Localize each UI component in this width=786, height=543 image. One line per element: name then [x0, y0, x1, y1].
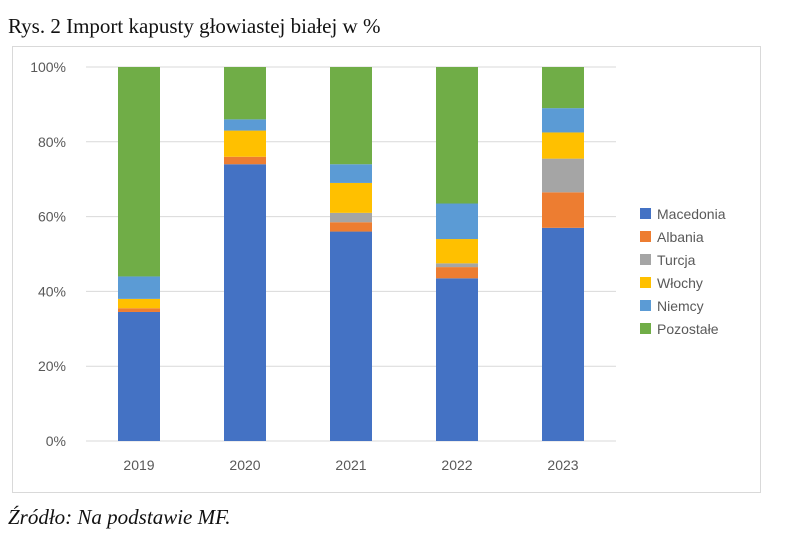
bar-segment-niemcy-2022: [436, 203, 478, 240]
bar-segment-turcja-2022: [436, 263, 478, 268]
legend-swatch: [640, 277, 651, 288]
legend-swatch: [640, 231, 651, 242]
bar-segment-macedonia-2023: [542, 227, 584, 441]
bar-segment-niemcy-2020: [224, 119, 266, 131]
bar-segment-pozostałe-2021: [330, 67, 372, 165]
y-tick-label: 60%: [38, 209, 66, 225]
bar-segment-pozostałe-2019: [118, 67, 160, 277]
chart-container: 0% 20% 40% 60% 80% 100% 2019 2020 2021 2022 2023 …: [12, 46, 761, 493]
legend-swatch: [640, 300, 651, 311]
x-tick-label: 2022: [441, 457, 472, 473]
bar-segment-macedonia-2020: [224, 164, 266, 441]
bar-segment-turcja-2023: [542, 158, 584, 193]
bar-segment-niemcy-2023: [542, 108, 584, 133]
legend-swatch: [640, 323, 651, 334]
legend-swatch: [640, 254, 651, 265]
y-tick-label: 20%: [38, 358, 66, 374]
bar-segment-niemcy-2019: [118, 276, 160, 299]
bar-segment-pozostałe-2022: [436, 67, 478, 204]
bar-segment-pozostałe-2020: [224, 67, 266, 120]
bar-segment-macedonia-2022: [436, 278, 478, 441]
x-tick-label: 2019: [123, 457, 154, 473]
bar-segment-albania-2022: [436, 267, 478, 279]
bar-segment-albania-2023: [542, 192, 584, 228]
figure-caption: Rys. 2 Import kapusty głowiastej białej …: [8, 14, 381, 38]
legend-label: Włochy: [657, 275, 703, 291]
bar-segment-macedonia-2019: [118, 311, 160, 441]
y-tick-label: 100%: [30, 59, 66, 75]
x-tick-label: 2020: [229, 457, 260, 473]
legend: Macedonia Albania Turcja Włochy Niemcy Pozost…: [640, 206, 726, 337]
bar-segment-turcja-2021: [330, 212, 372, 223]
bar-segment-albania-2019: [118, 308, 160, 312]
bar-segment-włochy-2019: [118, 298, 160, 309]
x-tick-label: 2023: [547, 457, 578, 473]
y-tick-label: 40%: [38, 283, 66, 299]
bars: [118, 67, 584, 441]
bar-segment-włochy-2023: [542, 132, 584, 159]
x-tick-label: 2021: [335, 457, 366, 473]
legend-label: Turcja: [657, 252, 696, 268]
bar-segment-niemcy-2021: [330, 164, 372, 183]
legend-label: Albania: [657, 229, 704, 245]
x-tick-labels: 2019 2020 2021 2022 2023: [123, 457, 578, 473]
bar-segment-macedonia-2021: [330, 231, 372, 441]
legend-label: Macedonia: [657, 206, 726, 222]
y-tick-label: 80%: [38, 134, 66, 150]
bar-segment-włochy-2020: [224, 130, 266, 157]
legend-swatch: [640, 208, 651, 219]
bar-segment-włochy-2022: [436, 239, 478, 264]
bar-segment-albania-2021: [330, 222, 372, 232]
bar-segment-pozostałe-2023: [542, 67, 584, 109]
bar-segment-włochy-2021: [330, 182, 372, 213]
y-tick-labels: 0% 20% 40% 60% 80% 100%: [30, 59, 66, 449]
bar-segment-albania-2020: [224, 156, 266, 165]
legend-label: Pozostałe: [657, 321, 719, 337]
stacked-bar-chart: 0%20%40%60%80%100% 2019 2020 2021 2022 2023 …: [30, 59, 726, 473]
figure-source: Źródło: Na podstawie MF.: [8, 505, 231, 529]
y-tick-label: 0%: [46, 433, 66, 449]
legend-label: Niemcy: [657, 298, 704, 314]
